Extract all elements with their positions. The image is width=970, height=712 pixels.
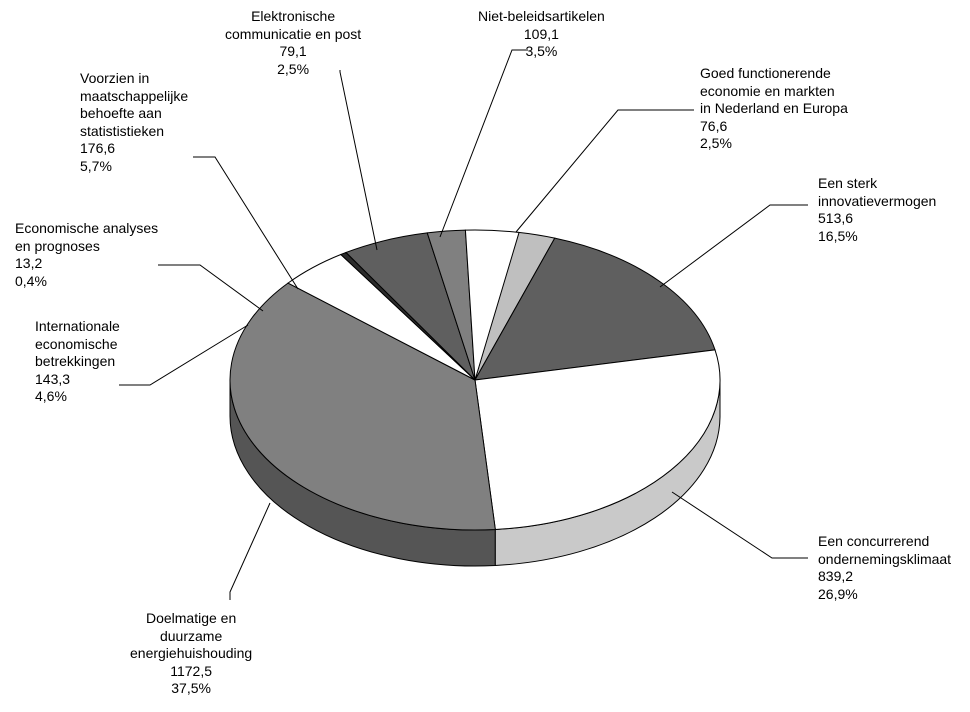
label-title-line: economische [35, 336, 120, 354]
label-percent: 5,7% [80, 158, 188, 176]
label-title-line: maatschappelijke [80, 88, 188, 106]
label-value: 79,1 [225, 43, 361, 61]
label-value: 13,2 [15, 255, 158, 273]
label-title-line: en prognoses [15, 238, 158, 256]
label-title-line: Niet-beleidsartikelen [478, 8, 605, 26]
label-title-line: Internationale [35, 318, 120, 336]
label-title-line: Een concurrerend [818, 533, 951, 551]
leader-elektronische-communicatie-en-post [340, 70, 377, 250]
label-title-line: duurzame [130, 628, 252, 646]
label-title-line: economie en markten [700, 83, 848, 101]
label-title-line: communicatie en post [225, 26, 361, 44]
label-een-sterk-innovatievermogen: Een sterkinnovatievermogen513,616,5% [818, 175, 936, 245]
leader-een-concurrerend-ondernemingsklimaat [672, 492, 808, 558]
label-percent: 16,5% [818, 228, 936, 246]
label-value: 176,6 [80, 140, 188, 158]
leader-doelmatige-en-duurzame-energiehuishouding [230, 503, 270, 600]
label-title-line: Economische analyses [15, 220, 158, 238]
slice-een-concurrerend-ondernemingsklimaat [475, 350, 720, 530]
leader-internationale-economische-betrekkingen [119, 325, 248, 385]
label-title-line: statististieken [80, 123, 188, 141]
leader-economische-analyses-en-prognoses [158, 265, 263, 311]
label-economische-analyses-en-prognoses: Economische analysesen prognoses13,20,4% [15, 220, 158, 290]
label-percent: 26,9% [818, 586, 951, 604]
label-percent: 37,5% [130, 680, 252, 698]
label-title-line: energiehuishouding [130, 645, 252, 663]
label-title-line: innovatievermogen [818, 193, 936, 211]
label-value: 513,6 [818, 210, 936, 228]
label-title-line: Voorzien in [80, 70, 188, 88]
label-percent: 3,5% [478, 43, 605, 61]
leader-goed-functionerende-economie [516, 110, 694, 232]
pie-top [230, 230, 720, 530]
leader-voorzien-in-maatschappelijke-behoefte-aan-statististieken [193, 157, 298, 289]
label-value: 839,2 [818, 568, 951, 586]
label-value: 143,3 [35, 371, 120, 389]
label-goed-functionerende-economie: Goed functionerendeeconomie en marktenin… [700, 65, 848, 153]
label-title-line: Elektronische [225, 8, 361, 26]
label-title-line: behoefte aan [80, 105, 188, 123]
label-percent: 2,5% [700, 135, 848, 153]
label-percent: 0,4% [15, 273, 158, 291]
label-een-concurrerend-ondernemingsklimaat: Een concurrerendondernemingsklimaat839,2… [818, 533, 951, 603]
label-title-line: ondernemingsklimaat [818, 551, 951, 569]
leader-een-sterk-innovatievermogen [660, 205, 808, 287]
label-title-line: betrekkingen [35, 353, 120, 371]
label-percent: 4,6% [35, 388, 120, 406]
label-title-line: Een sterk [818, 175, 936, 193]
label-internationale-economische-betrekkingen: Internationaleeconomischebetrekkingen143… [35, 318, 120, 406]
pie-chart-3d: Goed functionerendeeconomie en marktenin… [0, 0, 970, 712]
label-elektronische-communicatie-en-post: Elektronischecommunicatie en post79,12,5… [225, 8, 361, 78]
label-value: 109,1 [478, 26, 605, 44]
label-value: 76,6 [700, 118, 848, 136]
label-niet-beleidsartikelen: Niet-beleidsartikelen109,13,5% [478, 8, 605, 61]
label-title-line: Doelmatige en [130, 610, 252, 628]
label-value: 1172,5 [130, 663, 252, 681]
leader-niet-beleidsartikelen [440, 50, 528, 237]
label-percent: 2,5% [225, 61, 361, 79]
label-doelmatige-en-duurzame-energiehuishouding: Doelmatige enduurzameenergiehuishouding1… [130, 610, 252, 698]
label-voorzien-in-maatschappelijke-behoefte-aan-statististieken: Voorzien inmaatschappelijkebehoefte aans… [80, 70, 188, 175]
label-title-line: in Nederland en Europa [700, 100, 848, 118]
label-title-line: Goed functionerende [700, 65, 848, 83]
